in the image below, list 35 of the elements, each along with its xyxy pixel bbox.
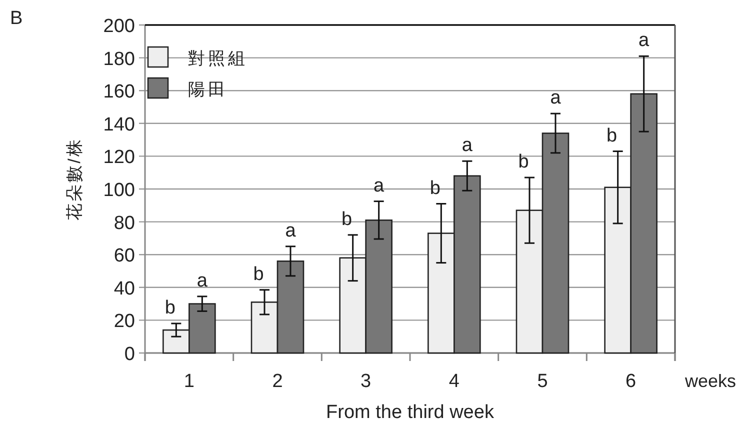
- data-label: a: [374, 175, 385, 196]
- y-tick-label: 0: [124, 344, 135, 365]
- y-tick-label: 60: [114, 246, 135, 267]
- y-tick-label: 120: [103, 147, 135, 168]
- data-label: b: [430, 178, 440, 199]
- data-label: a: [462, 135, 473, 156]
- y-tick-label: 180: [103, 48, 135, 70]
- x-tick-label: 4: [448, 371, 460, 392]
- y-tick-label: 40: [114, 278, 135, 300]
- x-tick-label: 1: [184, 371, 194, 392]
- x-tick-label: 6: [626, 371, 636, 392]
- data-label: a: [285, 220, 296, 242]
- y-axis-title: 花朵數/株: [65, 138, 84, 220]
- y-tick-label: 200: [103, 16, 135, 37]
- x-tick-label: 3: [360, 371, 372, 392]
- legend-label: 陽田: [188, 80, 228, 99]
- legend-label: 對照組: [188, 49, 248, 68]
- y-tick-label: 80: [114, 212, 135, 234]
- data-label: a: [196, 270, 208, 292]
- text: weeks: [684, 371, 736, 391]
- x-tick-label: 2: [272, 371, 283, 392]
- data-label: b: [253, 264, 264, 285]
- data-label: b: [606, 125, 618, 146]
- data-label: b: [164, 297, 176, 318]
- x-tick-label: 5: [537, 371, 548, 392]
- text: B: [10, 8, 23, 29]
- x-axis-title: From the third week: [326, 402, 494, 423]
- y-tick-label: 160: [103, 82, 135, 103]
- data-label: a: [550, 88, 562, 109]
- y-tick-label: 20: [114, 311, 135, 332]
- y-tick-label: 140: [103, 114, 135, 136]
- y-tick-label: 100: [103, 180, 135, 201]
- data-label: b: [518, 152, 529, 173]
- data-label: a: [638, 30, 650, 52]
- data-label: b: [342, 208, 352, 230]
